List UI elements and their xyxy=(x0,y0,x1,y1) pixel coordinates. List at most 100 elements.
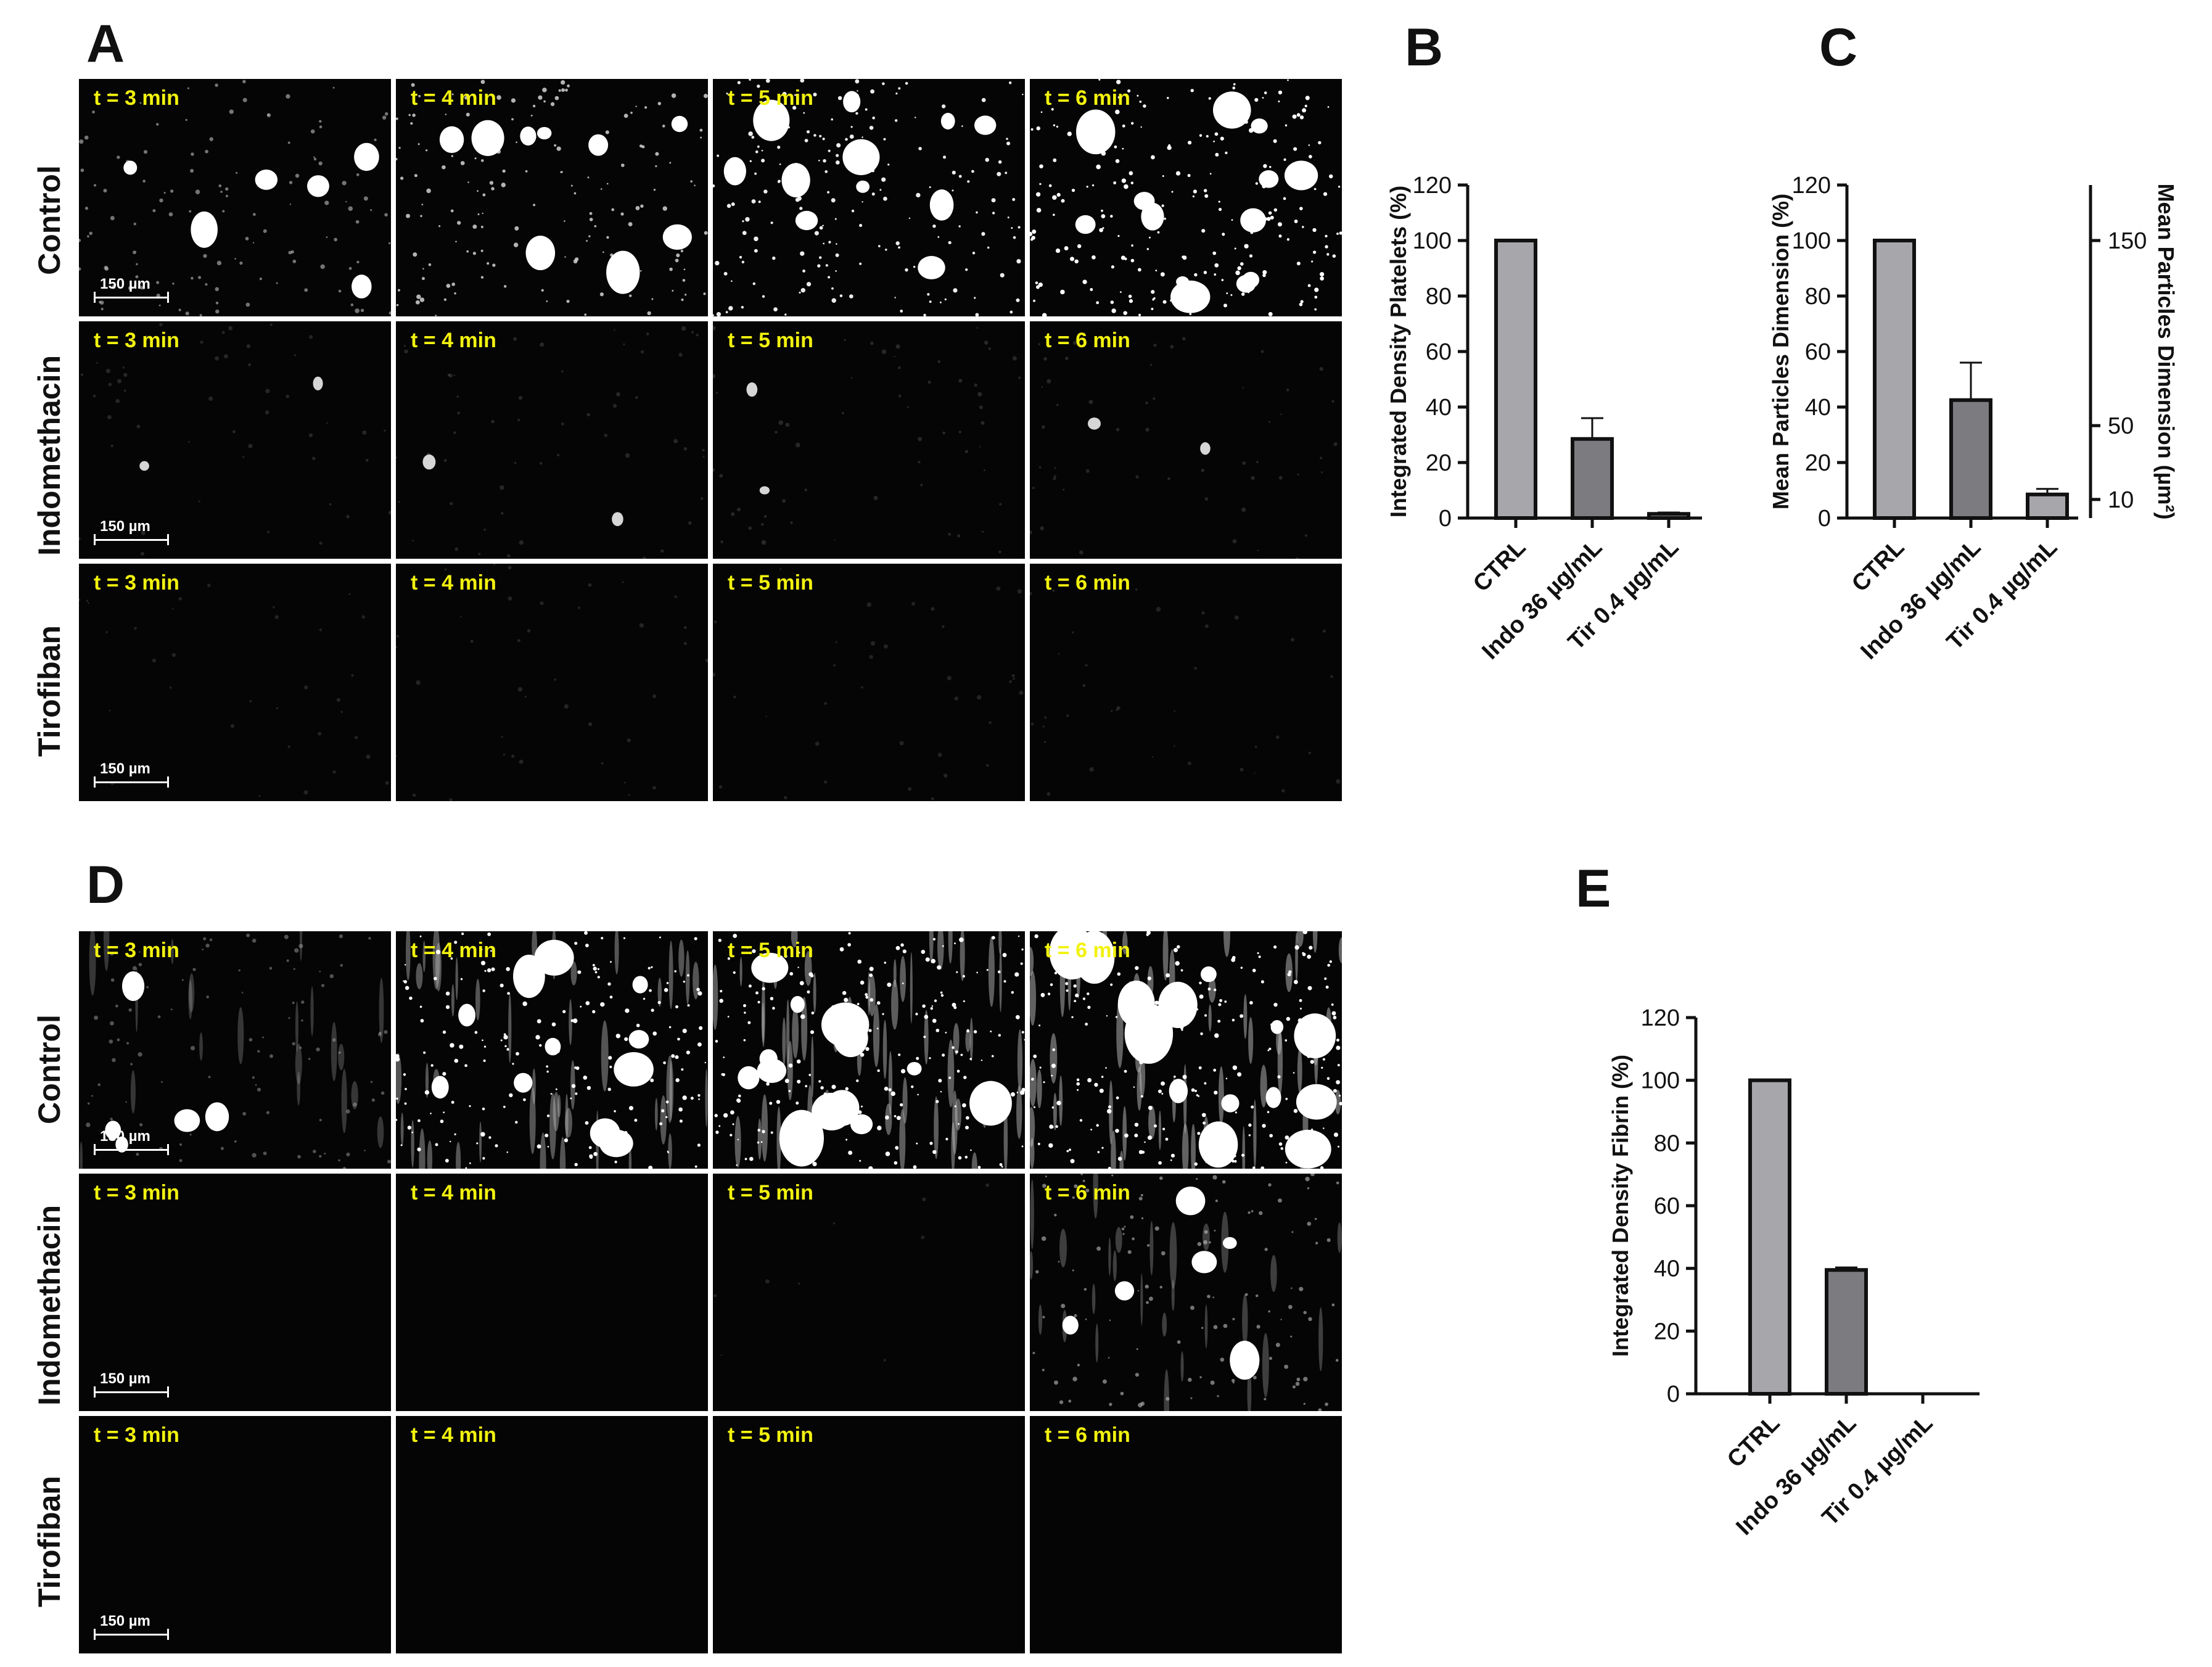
y-tick-label: 80 xyxy=(1654,1130,1680,1156)
time-label: t = 5 min xyxy=(728,1423,813,1447)
platelet-dot xyxy=(1260,350,1264,353)
platelet-dot xyxy=(869,125,874,130)
platelet-dot xyxy=(1231,956,1236,960)
platelet-dot xyxy=(850,126,853,128)
platelet-dot xyxy=(1270,215,1274,220)
platelet-dot xyxy=(1063,488,1065,491)
platelet-dot xyxy=(319,541,323,545)
platelet-dot xyxy=(503,1033,506,1036)
platelet-dot xyxy=(537,1144,541,1149)
platelet-dot xyxy=(1157,1089,1162,1093)
platelet-dot xyxy=(662,206,667,211)
platelet-dot xyxy=(1320,272,1325,277)
platelet-dot xyxy=(834,539,836,541)
fibrin-streak xyxy=(1111,1130,1116,1169)
platelet-dot xyxy=(682,1095,687,1100)
platelet-dot xyxy=(597,976,600,979)
platelet-dot xyxy=(284,934,289,939)
aggregate-blob xyxy=(431,1076,449,1099)
scale-bar-line xyxy=(94,1634,169,1636)
time-label: t = 5 min xyxy=(728,329,813,352)
platelet-dot xyxy=(1079,550,1083,555)
platelet-dot xyxy=(1022,93,1024,96)
fibrin-streak xyxy=(868,972,871,1016)
fibrin-streak xyxy=(804,951,812,986)
platelet-dot xyxy=(749,1156,754,1161)
platelet-dot xyxy=(1007,216,1009,219)
platelet-dot xyxy=(1167,97,1169,99)
platelet-dot xyxy=(445,991,450,996)
platelet-dot xyxy=(931,1005,934,1007)
platelet-dot xyxy=(348,206,353,212)
platelet-dot xyxy=(1042,1183,1046,1188)
platelet-dot xyxy=(905,268,908,272)
platelet-dot xyxy=(575,257,579,261)
platelet-dot xyxy=(823,242,825,245)
platelet-dot xyxy=(1148,1105,1153,1110)
platelet-dot xyxy=(1088,400,1093,405)
platelet-dot xyxy=(860,1053,865,1057)
platelet-dot xyxy=(713,184,715,187)
platelet-dot xyxy=(942,155,947,159)
platelet-dot xyxy=(1287,79,1289,81)
platelet-dot xyxy=(482,1039,483,1042)
platelet-dot xyxy=(824,780,828,784)
platelet-dot xyxy=(1208,97,1211,100)
platelet-dot xyxy=(778,420,784,426)
fibrin-streak xyxy=(873,1003,880,1068)
platelet-dot xyxy=(1242,387,1244,389)
platelet-dot xyxy=(1110,710,1113,712)
platelet-dot xyxy=(1218,1003,1222,1006)
fibrin-streak xyxy=(1162,1312,1167,1337)
micrograph-d-tirofiban-t5: t = 5 min xyxy=(713,1416,1025,1653)
platelet-dot xyxy=(364,1150,366,1151)
platelet-dot xyxy=(588,235,591,237)
platelet-dot xyxy=(324,200,329,205)
platelet-dot xyxy=(715,260,720,266)
platelet-dot xyxy=(79,598,81,601)
platelet-dot xyxy=(514,226,519,231)
platelet-dot xyxy=(1082,1180,1085,1182)
platelet-dot xyxy=(701,497,704,500)
platelet-dot xyxy=(600,1002,605,1007)
platelet-dot xyxy=(1325,245,1328,249)
platelet-dot xyxy=(697,1094,701,1097)
platelet-dot xyxy=(351,674,354,677)
platelet-dot xyxy=(215,309,220,314)
aggregate-blob xyxy=(723,157,746,186)
platelet-dot xyxy=(238,969,241,972)
platelet-dot xyxy=(979,405,983,410)
platelet-dot xyxy=(643,997,646,1000)
platelet-dot xyxy=(758,200,761,204)
platelet-dot xyxy=(477,213,480,216)
platelet-dot xyxy=(1032,487,1035,490)
platelet-dot xyxy=(1146,931,1151,935)
platelet-dot xyxy=(908,787,911,791)
platelet-dot xyxy=(503,1105,506,1108)
platelet-dot xyxy=(1046,379,1051,384)
platelet-dot xyxy=(159,323,163,327)
platelet-dot xyxy=(655,152,659,156)
micrograph-d-tirofiban-t6: t = 6 min xyxy=(1030,1416,1342,1653)
platelet-dot xyxy=(1001,1166,1003,1168)
platelet-dot xyxy=(1294,945,1299,950)
platelet-dot xyxy=(198,500,200,503)
platelet-dot xyxy=(93,184,97,187)
fibrin-streak xyxy=(934,1096,939,1159)
aggregate-blob xyxy=(545,1037,561,1056)
platelet-dot xyxy=(981,232,985,236)
y-tick-label: 20 xyxy=(1654,1319,1680,1344)
platelet-dot xyxy=(1336,1080,1341,1085)
platelet-dot xyxy=(592,963,595,966)
platelet-dot xyxy=(466,250,469,253)
platelet-dot xyxy=(215,287,220,292)
platelet-dot xyxy=(1068,1399,1072,1403)
platelet-dot xyxy=(336,698,341,702)
platelet-dot xyxy=(1232,1317,1235,1320)
platelet-dot xyxy=(702,456,705,458)
platelet-dot xyxy=(600,188,602,190)
platelet-dot xyxy=(203,937,207,941)
platelet-dot xyxy=(1232,1381,1235,1384)
platelet-dot xyxy=(682,1028,687,1034)
time-label: t = 6 min xyxy=(1045,1423,1130,1447)
